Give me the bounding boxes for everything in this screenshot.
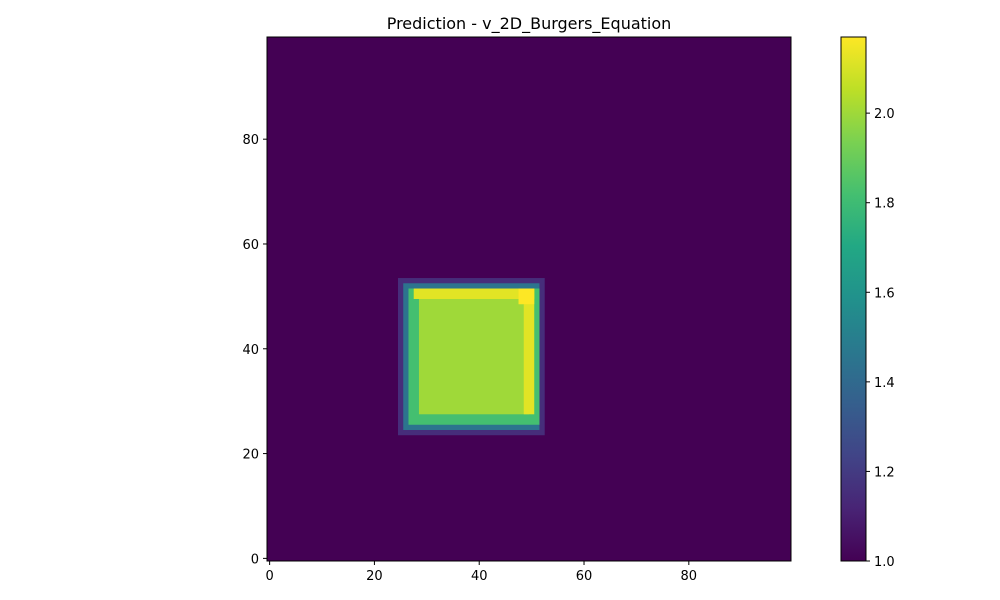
x-tick-label: 20 — [366, 569, 383, 584]
plot-area — [266, 36, 792, 562]
colorbar-tick-label: 1.0 — [874, 555, 895, 570]
plot-frame — [266, 36, 792, 562]
y-axis: 0 20 40 60 80 — [242, 133, 267, 567]
colorbar: 1.0 1.2 1.4 1.6 1.8 2.0 — [840, 36, 895, 570]
colorbar-tick-label: 1.2 — [874, 465, 895, 480]
colorbar-frame — [840, 36, 867, 562]
y-tick-label: 40 — [242, 343, 259, 358]
y-tick-label: 0 — [251, 552, 259, 567]
colorbar-tick-label: 2.0 — [874, 107, 895, 122]
y-tick-label: 20 — [242, 448, 259, 463]
x-axis: 0 20 40 60 80 — [265, 561, 697, 584]
colorbar-ticks: 1.0 1.2 1.4 1.6 1.8 2.0 — [866, 107, 895, 570]
x-tick-label: 0 — [265, 569, 273, 584]
x-tick-label: 40 — [471, 569, 488, 584]
x-tick-label: 80 — [681, 569, 698, 584]
x-tick-label: 60 — [576, 569, 593, 584]
colorbar-tick-label: 1.4 — [874, 376, 895, 391]
chart-title: Prediction - v_2D_Burgers_Equation — [387, 14, 672, 34]
heatmap-region-plateau — [418, 293, 529, 415]
heatmap-cells — [398, 278, 545, 436]
heatmap-region-corner-peak — [518, 288, 535, 305]
heatmap-region-right-ridge — [523, 288, 535, 415]
y-tick-label: 80 — [242, 133, 259, 148]
heatmap-region-top-ridge — [413, 288, 535, 299]
y-tick-label: 60 — [242, 238, 259, 253]
colorbar-tick-label: 1.8 — [874, 197, 895, 212]
colorbar-gradient — [841, 37, 866, 561]
colorbar-tick-label: 1.6 — [874, 286, 895, 301]
